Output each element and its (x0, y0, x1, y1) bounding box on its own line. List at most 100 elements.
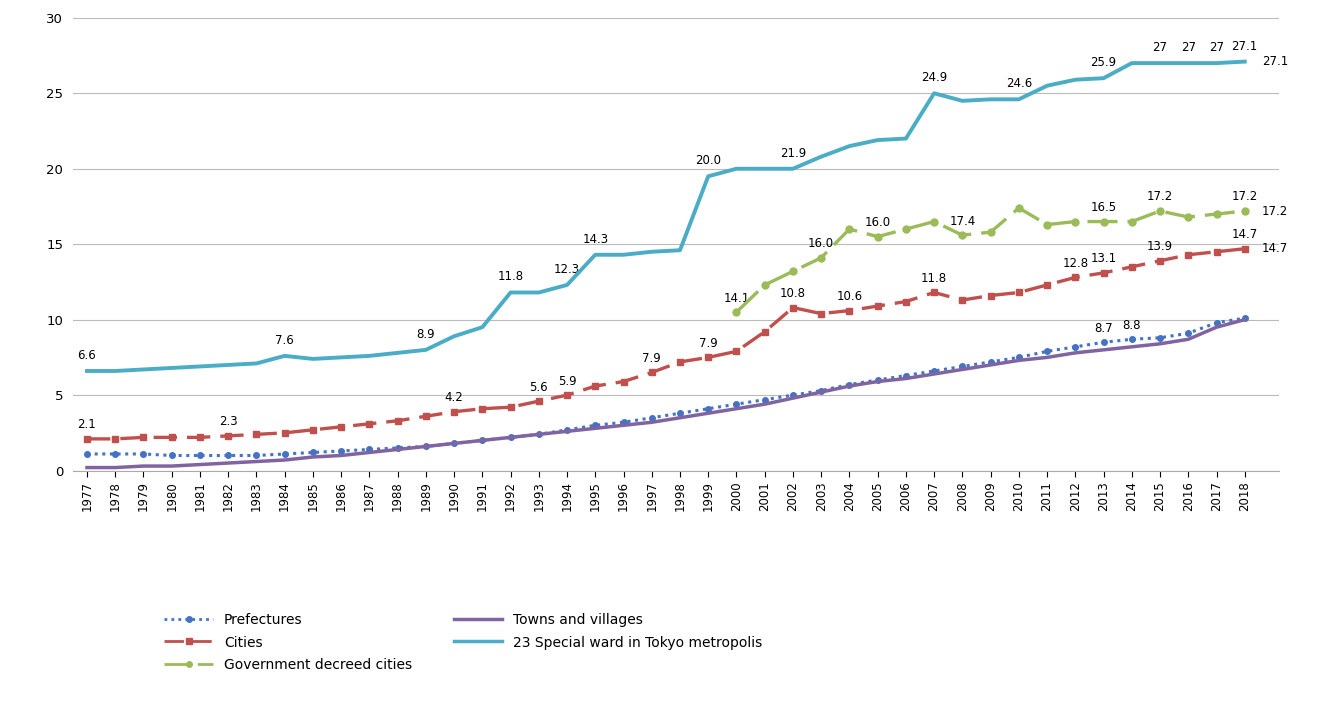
Government decreed cities (1096, 217, 1112, 226)
Prefectures (814, 386, 829, 395)
Prefectures (1208, 319, 1224, 327)
Cities (390, 416, 405, 425)
Text: 14.7: 14.7 (1261, 242, 1288, 255)
23 Special ward in Tokyo metropolis (1236, 57, 1252, 66)
23 Special ward in Tokyo metropolis (1151, 59, 1167, 68)
Text: 10.6: 10.6 (836, 290, 863, 303)
Cities (559, 391, 575, 399)
23 Special ward in Tokyo metropolis (587, 250, 603, 259)
Text: 27.1: 27.1 (1232, 39, 1257, 53)
Cities (926, 288, 942, 297)
Prefectures (559, 426, 575, 434)
Cities (954, 296, 970, 304)
Text: 7.6: 7.6 (276, 334, 294, 347)
Text: 5.9: 5.9 (558, 374, 576, 388)
Towns and villages (1011, 356, 1027, 364)
23 Special ward in Tokyo metropolis (305, 354, 321, 363)
Line: 23 Special ward in Tokyo metropolis: 23 Special ward in Tokyo metropolis (87, 61, 1244, 371)
Towns and villages (898, 374, 914, 383)
Government decreed cities (814, 254, 829, 262)
Text: 17.2: 17.2 (1147, 190, 1173, 203)
Prefectures (1236, 314, 1252, 322)
Government decreed cities (841, 225, 857, 233)
23 Special ward in Tokyo metropolis (1208, 59, 1224, 68)
23 Special ward in Tokyo metropolis (814, 153, 829, 161)
Prefectures (390, 443, 405, 452)
Towns and villages (757, 400, 772, 409)
Government decreed cities (1011, 204, 1027, 212)
23 Special ward in Tokyo metropolis (644, 247, 660, 256)
Line: Cities: Cities (83, 245, 1248, 442)
Towns and villages (559, 427, 575, 436)
23 Special ward in Tokyo metropolis (898, 134, 914, 143)
Cities (757, 327, 772, 336)
Cities (869, 302, 885, 310)
Text: 16.0: 16.0 (808, 237, 835, 250)
Cities (1124, 262, 1140, 271)
Cities (277, 429, 293, 437)
Prefectures (1011, 353, 1027, 361)
Prefectures (898, 371, 914, 380)
23 Special ward in Tokyo metropolis (362, 352, 378, 360)
Text: 21.9: 21.9 (780, 147, 806, 160)
Towns and villages (814, 388, 829, 396)
Government decreed cities (869, 232, 885, 241)
Cities (644, 368, 660, 376)
Prefectures (531, 430, 547, 438)
Cities (784, 303, 800, 312)
Towns and villages (474, 436, 490, 445)
Towns and villages (390, 445, 405, 453)
Text: 12.3: 12.3 (554, 263, 580, 276)
Cities (1236, 245, 1252, 253)
Text: 24.6: 24.6 (1006, 77, 1032, 91)
Cities (672, 358, 688, 366)
Prefectures (1068, 342, 1084, 351)
Legend: Prefectures, Cities, Government decreed cities, Towns and villages, 23 Special w: Prefectures, Cities, Government decreed … (164, 613, 763, 672)
23 Special ward in Tokyo metropolis (417, 346, 433, 354)
Cities (616, 377, 632, 386)
Towns and villages (841, 381, 857, 390)
Cities (362, 419, 378, 428)
Cities (80, 435, 95, 443)
Text: 8.8: 8.8 (1122, 319, 1141, 332)
Text: 27: 27 (1153, 41, 1167, 54)
23 Special ward in Tokyo metropolis (135, 365, 151, 374)
Prefectures (869, 376, 885, 384)
Prefectures (277, 450, 293, 458)
Text: 11.8: 11.8 (497, 270, 523, 284)
Towns and villages (107, 463, 123, 472)
Government decreed cities (954, 231, 970, 240)
Text: 16.0: 16.0 (865, 216, 890, 229)
Text: 12.8: 12.8 (1063, 257, 1088, 270)
Cities (1181, 250, 1196, 259)
Government decreed cities (1124, 217, 1140, 226)
Cities (841, 307, 857, 315)
Towns and villages (672, 414, 688, 422)
Prefectures (954, 362, 970, 371)
23 Special ward in Tokyo metropolis (841, 142, 857, 150)
Text: 14.7: 14.7 (1232, 228, 1257, 241)
Towns and villages (277, 456, 293, 464)
23 Special ward in Tokyo metropolis (784, 165, 800, 173)
Towns and villages (869, 377, 885, 386)
Government decreed cities (1068, 217, 1084, 226)
Text: 5.6: 5.6 (530, 381, 549, 394)
23 Special ward in Tokyo metropolis (502, 288, 518, 297)
Cities (417, 412, 433, 421)
Cities (474, 404, 490, 413)
Cities (898, 297, 914, 306)
Cities (701, 353, 717, 361)
Cities (135, 433, 151, 441)
Prefectures (447, 439, 462, 448)
Prefectures (1096, 338, 1112, 347)
Towns and villages (926, 370, 942, 379)
Towns and villages (249, 457, 265, 466)
23 Special ward in Tokyo metropolis (390, 349, 405, 357)
Text: 10.8: 10.8 (780, 287, 806, 300)
Text: 17.2: 17.2 (1261, 205, 1288, 217)
Towns and villages (1068, 349, 1084, 357)
Towns and villages (1236, 315, 1252, 324)
Towns and villages (616, 421, 632, 429)
23 Special ward in Tokyo metropolis (531, 288, 547, 297)
Cities (1096, 269, 1112, 277)
